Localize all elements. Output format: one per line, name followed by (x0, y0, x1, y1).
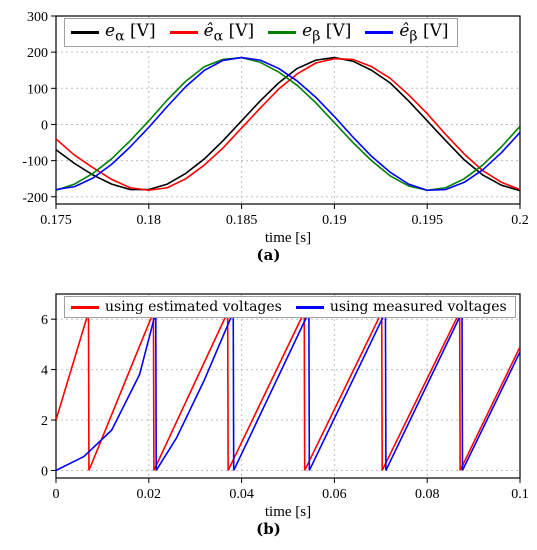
bottom-chart-panel: 0 0.02 0.04 0.06 0.08 0.1 0 2 4 6 time [s] using e… (8, 282, 529, 520)
svg-text:2: 2 (41, 414, 48, 429)
svg-text:time [s]: time [s] (265, 230, 311, 246)
top-chart-panel: 0.175 0.18 0.185 0.19 0.195 0.2 -200 -100 0 100 20… (8, 4, 529, 249)
legend-swatch (71, 31, 99, 34)
svg-text:0.02: 0.02 (137, 487, 162, 502)
legend-swatch (71, 306, 99, 309)
svg-text:time [s]: time [s] (265, 504, 311, 520)
legend-label: using measured voltages (330, 299, 507, 315)
caption-b-text: (b) (256, 520, 281, 538)
bottom-chart-legend: using estimated voltages using measured v… (64, 296, 516, 318)
svg-text:0.1: 0.1 (511, 487, 529, 502)
svg-text:0.08: 0.08 (415, 487, 440, 502)
svg-text:0: 0 (41, 118, 48, 133)
legend-label: êα [V] (204, 21, 255, 44)
legend-swatch (365, 31, 393, 34)
legend-label: êβ [V] (399, 21, 448, 44)
legend-item: eβ [V] (268, 21, 351, 44)
svg-text:100: 100 (27, 82, 48, 97)
svg-text:-100: -100 (22, 155, 48, 170)
caption-a: (a) (0, 246, 537, 264)
legend-item: êβ [V] (365, 21, 448, 44)
svg-text:0.2: 0.2 (511, 213, 529, 228)
svg-text:-200: -200 (22, 191, 48, 206)
legend-label: using estimated voltages (105, 299, 282, 315)
svg-text:200: 200 (27, 46, 48, 61)
svg-text:0.18: 0.18 (137, 213, 162, 228)
caption-a-text: (a) (257, 246, 281, 264)
svg-text:0.04: 0.04 (229, 487, 254, 502)
svg-text:0.06: 0.06 (322, 487, 347, 502)
legend-item: êα [V] (170, 21, 255, 44)
svg-text:300: 300 (27, 10, 48, 25)
svg-text:0.185: 0.185 (226, 213, 258, 228)
legend-item: eα [V] (71, 21, 156, 44)
top-chart-legend: eα [V] êα [V] eβ [V] êβ [V] (64, 18, 458, 47)
caption-b: (b) (0, 520, 537, 538)
svg-text:0.175: 0.175 (40, 213, 72, 228)
svg-text:0.195: 0.195 (411, 213, 443, 228)
svg-text:0: 0 (41, 464, 48, 479)
legend-item: using measured voltages (296, 299, 507, 315)
svg-text:0: 0 (53, 487, 60, 502)
svg-text:6: 6 (41, 313, 48, 328)
legend-item: using estimated voltages (71, 299, 282, 315)
legend-swatch (296, 306, 324, 309)
legend-label: eβ [V] (302, 21, 351, 44)
svg-text:0.19: 0.19 (322, 213, 347, 228)
legend-label: eα [V] (105, 21, 156, 44)
svg-text:4: 4 (41, 364, 48, 379)
legend-swatch (170, 31, 198, 34)
legend-swatch (268, 31, 296, 34)
